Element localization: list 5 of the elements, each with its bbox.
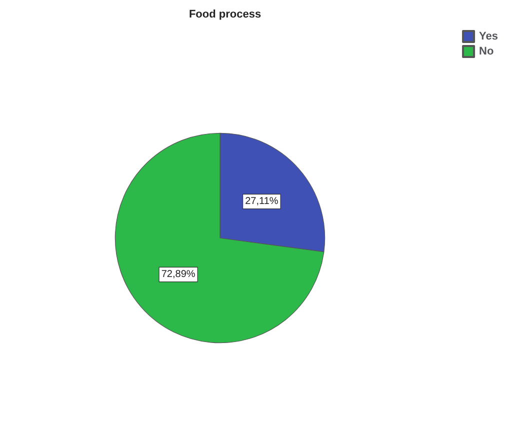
data-label: 72,89%: [161, 268, 196, 280]
data-label: 27,11%: [245, 196, 278, 208]
legend-label: No: [479, 46, 494, 58]
chart-title: Food process: [188, 8, 262, 20]
legend-label: Yes: [479, 30, 498, 42]
